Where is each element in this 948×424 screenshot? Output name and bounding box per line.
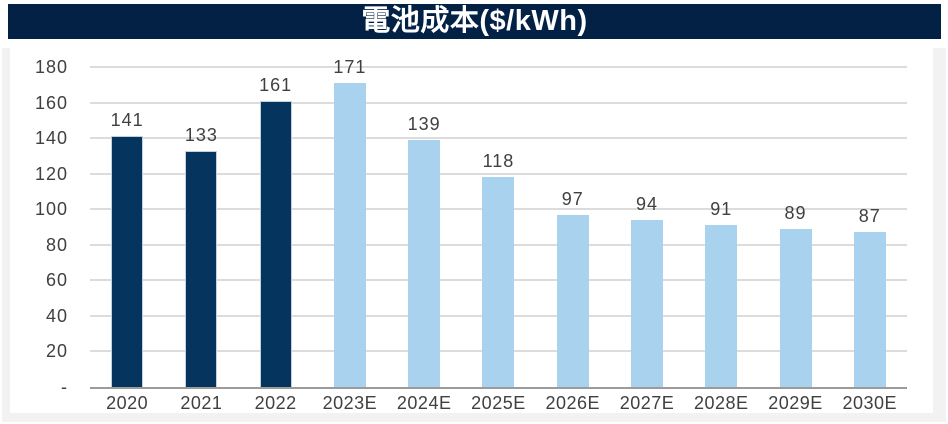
x-tick-label: 2021 — [180, 393, 223, 413]
bar-value-label: 118 — [482, 151, 515, 172]
bar-2029E — [779, 228, 812, 387]
plot-area: 141 133 161 171 139 118 97 94 91 89 87 — [90, 57, 907, 389]
x-tick-label: 2024E — [396, 393, 452, 413]
bar-cell: 139 — [387, 67, 461, 387]
bar-value-label: 89 — [784, 202, 807, 223]
bar-value-label: 161 — [259, 74, 293, 95]
bar-cell: 171 — [313, 57, 387, 387]
y-tick-label: 20 — [45, 341, 68, 362]
bar-cell: 94 — [610, 67, 684, 387]
bar-cell: 89 — [758, 67, 832, 387]
y-tick-label: 120 — [34, 163, 68, 184]
x-tick-label: 2028E — [693, 393, 749, 413]
x-tick-label: 2020 — [106, 393, 149, 413]
x-tick-label: 2029E — [768, 393, 823, 413]
y-tick-label: 100 — [34, 199, 68, 220]
y-tick-label: - — [61, 377, 68, 397]
y-tick-label: 40 — [45, 305, 68, 326]
bar-cell: 161 — [239, 67, 313, 387]
bar-2025E — [482, 177, 515, 387]
bar-cell: 87 — [833, 67, 907, 387]
x-tick-label: 2025E — [471, 393, 526, 413]
chart-title-bar: 電池成本($/kWh) — [8, 4, 941, 39]
gridline — [90, 137, 907, 140]
bar-cell: 141 — [90, 67, 164, 387]
y-tick-label: 180 — [34, 57, 68, 77]
bar-2027E — [630, 219, 663, 387]
bar-cell: 91 — [684, 67, 758, 387]
bar-value-label: 91 — [710, 199, 733, 220]
chart-frame: - 20 40 60 80 100 120 140 160 180 141 133 161 171 139… — [2, 48, 946, 422]
bar-2021 — [185, 150, 218, 387]
gridline — [90, 172, 907, 175]
bar-2028E — [705, 225, 738, 387]
y-tick-label: 160 — [34, 92, 68, 113]
y-tick-label: 140 — [34, 128, 68, 149]
bar-2024E — [408, 139, 441, 387]
bar-value-label: 171 — [333, 57, 367, 77]
bar-2030E — [853, 232, 886, 387]
bar-value-label: 139 — [407, 113, 441, 134]
y-axis: - 20 40 60 80 100 120 140 160 180 — [10, 57, 68, 397]
x-tick-label: 2022 — [254, 393, 297, 413]
bar-value-label: 97 — [561, 188, 584, 209]
x-tick-label: 2026E — [545, 393, 600, 413]
bar-2022 — [259, 100, 292, 387]
bar-2023E — [333, 83, 366, 387]
gridline — [90, 101, 907, 104]
x-tick-label: 2023E — [322, 393, 378, 413]
bar-cell: 118 — [461, 67, 535, 387]
bar-value-label: 94 — [635, 193, 658, 214]
y-tick-label: 60 — [45, 270, 68, 291]
x-tick-label: 2030E — [842, 393, 898, 413]
bar-2020 — [111, 136, 144, 387]
bar-value-label: 133 — [184, 124, 218, 145]
x-axis: 2020 2021 2022 2023E 2024E 2025E 2026E 2027E 202… — [90, 393, 907, 413]
x-tick-label: 2027E — [619, 393, 675, 413]
y-tick-label: 80 — [45, 234, 68, 255]
bar-2026E — [556, 214, 589, 387]
bar-value-label: 87 — [858, 206, 881, 227]
bar-cell: 97 — [536, 67, 610, 387]
chart-title: 電池成本($/kWh) — [361, 5, 588, 37]
bar-value-label: 141 — [110, 110, 144, 131]
bar-cell: 133 — [164, 67, 238, 387]
gridline — [90, 66, 907, 68]
